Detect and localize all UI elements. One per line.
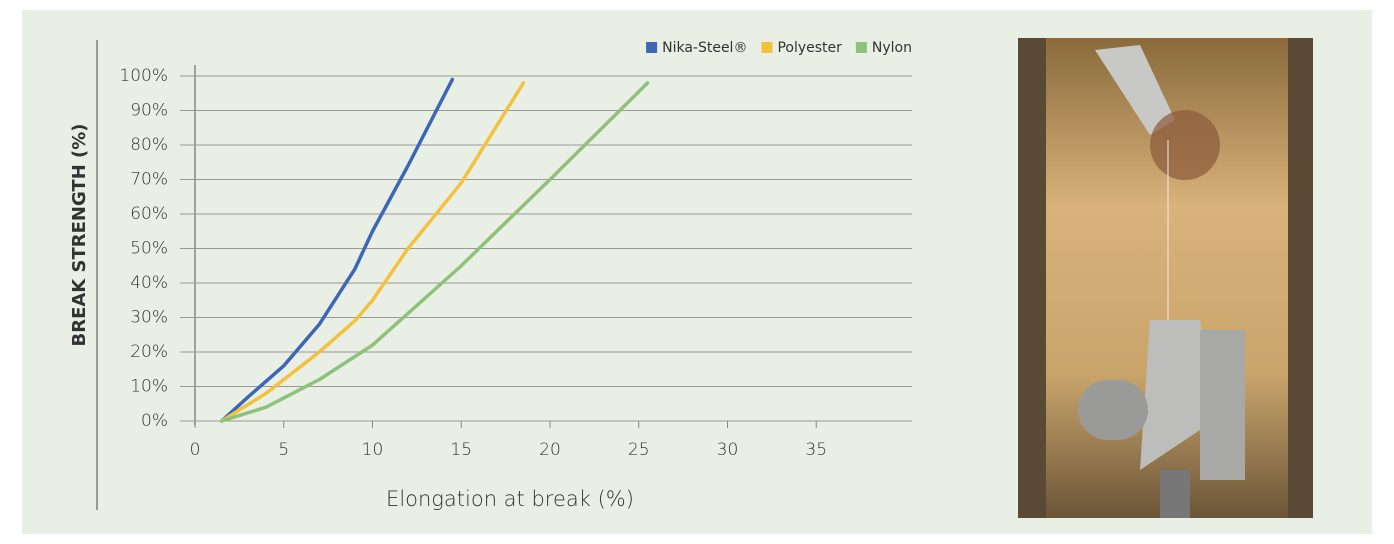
x-tick-label: 0 bbox=[190, 440, 201, 460]
legend-label: Nylon bbox=[872, 40, 912, 56]
x-tick-label: 5 bbox=[278, 440, 289, 460]
x-tick-label: 25 bbox=[628, 440, 650, 460]
y-tick-label: 20% bbox=[130, 342, 168, 362]
x-tick-label: 20 bbox=[539, 440, 561, 460]
y-axis-title: BREAK STRENGTH (%) bbox=[69, 123, 90, 346]
legend-swatch bbox=[855, 42, 867, 53]
y-tick-label: 0% bbox=[141, 411, 168, 431]
series-line bbox=[219, 81, 526, 423]
y-tick-label: 10% bbox=[130, 377, 168, 397]
x-tick-label: 30 bbox=[717, 440, 739, 460]
series-line bbox=[219, 81, 650, 423]
legend-label: Nika-Steel® bbox=[662, 40, 747, 56]
y-tick-label: 60% bbox=[130, 204, 168, 224]
legend-swatch bbox=[646, 42, 658, 53]
x-tick-label: 15 bbox=[450, 440, 472, 460]
y-tick-label: 100% bbox=[119, 66, 168, 86]
y-tick-label: 80% bbox=[130, 135, 168, 155]
y-tick-label: 50% bbox=[130, 239, 168, 259]
legend-label: Polyester bbox=[777, 40, 842, 56]
x-tick-label: 35 bbox=[805, 440, 827, 460]
y-tick-label: 90% bbox=[130, 101, 168, 121]
y-tick-label: 70% bbox=[130, 170, 168, 190]
y-tick-label: 30% bbox=[130, 308, 168, 328]
x-axis-title: Elongation at break (%) bbox=[386, 487, 634, 511]
y-tick-label: 40% bbox=[130, 273, 168, 293]
x-tick-label: 10 bbox=[362, 440, 384, 460]
photo bbox=[1018, 38, 1313, 518]
legend-swatch bbox=[761, 42, 773, 53]
series-line bbox=[219, 77, 455, 423]
